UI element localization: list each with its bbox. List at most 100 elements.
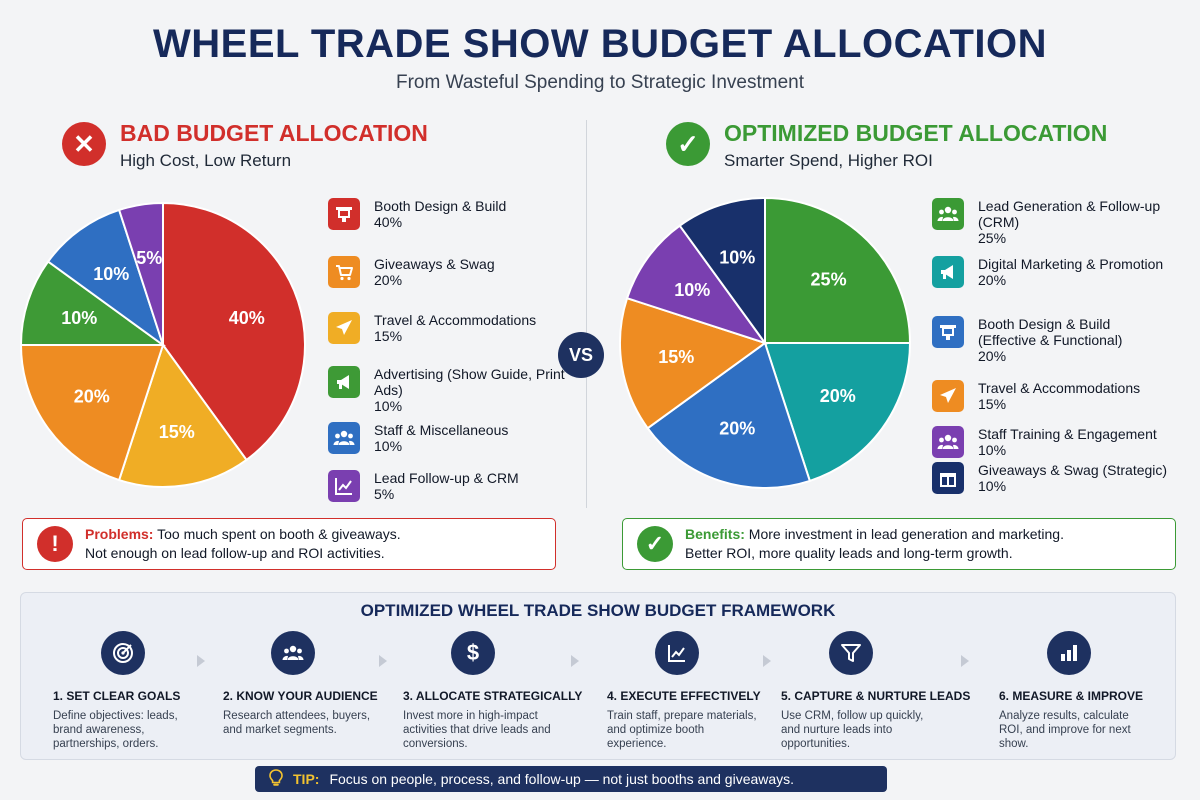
pie-label: 10% — [719, 248, 755, 268]
legend-label: Advertising (Show Guide, Print Ads) — [374, 366, 565, 398]
legend-label: Giveaways & Swag — [374, 256, 495, 272]
chart-icon — [328, 470, 360, 502]
cart-icon — [328, 256, 360, 288]
megaphone-icon — [328, 366, 360, 398]
step-arrow-icon — [197, 655, 205, 667]
step-description: Research attendees, buyers, and market s… — [223, 710, 371, 736]
legend-item: Booth Design & Build 40% — [328, 198, 568, 230]
optimized-allocation-pie: 25% 20% 20% 15% 10% 10% — [619, 196, 912, 489]
legend-item: Lead Follow-up & CRM 5% — [328, 470, 568, 502]
legend-item: Advertising (Show Guide, Print Ads) 10% — [328, 366, 568, 414]
pie-label: 40% — [229, 308, 265, 328]
framework-step: 1. SET CLEAR GOALS Define objectives: lea… — [53, 631, 218, 751]
step-arrow-icon — [763, 655, 771, 667]
chart-icon — [655, 631, 699, 675]
framework-step: 6. MEASURE & IMPROVE Analyze results, cal… — [999, 631, 1164, 751]
legend-text: Booth Design & Build 40% — [374, 198, 506, 230]
pie-slice-lead-follow-up-crm — [117, 201, 164, 346]
legend-label: Staff Training & Engagement — [978, 426, 1157, 442]
legend-value: 20% — [374, 272, 403, 288]
pie-slice-digital-marketing-promotion — [763, 342, 912, 483]
pie-label: 20% — [820, 386, 856, 406]
lightbulb-icon — [269, 768, 283, 790]
step-description: Analyze results, calculate ROI, and impr… — [999, 710, 1131, 750]
exclamation-icon: ! — [37, 526, 73, 562]
bar-chart-icon — [1047, 631, 1091, 675]
problems-text: Problems: Too much spent on booth & give… — [85, 525, 401, 563]
pie-label: 15% — [159, 422, 195, 442]
people-icon — [932, 426, 964, 458]
step-title: 1. SET CLEAR GOALS — [53, 689, 181, 703]
pie-label: 10% — [61, 308, 97, 328]
legend-label: Booth Design & Build (Effective & Functi… — [978, 316, 1123, 348]
legend-text: Staff & Miscellaneous 10% — [374, 422, 508, 454]
problems-note: ! Problems: Too much spent on booth & gi… — [22, 518, 556, 570]
pie-label: 5% — [136, 248, 162, 268]
benefits-text: Benefits: More investment in lead genera… — [685, 525, 1064, 563]
plane-icon — [328, 312, 360, 344]
legend-value: 10% — [374, 438, 403, 454]
tip-label: TIP: — [293, 771, 320, 787]
pie-slice-travel-accommodations — [117, 342, 248, 488]
legend-value: 15% — [374, 328, 403, 344]
pie-slice-booth-design-build-effective-functional — [646, 341, 812, 489]
step-title: 6. MEASURE & IMPROVE — [999, 689, 1144, 703]
pie-label: 20% — [74, 387, 110, 407]
legend-text: Advertising (Show Guide, Print Ads) 10% — [374, 366, 568, 414]
legend-item: Staff Training & Engagement 10% — [932, 426, 1172, 458]
legend-item: Booth Design & Build (Effective & Functi… — [932, 316, 1172, 364]
people-icon — [328, 422, 360, 454]
legend-value: 10% — [978, 478, 1007, 494]
legend-value: 10% — [374, 398, 403, 414]
legend-label: Lead Generation & Follow-up (CRM) — [978, 198, 1161, 230]
step-description: Define objectives: leads, brand awarenes… — [53, 710, 178, 750]
legend-text: Giveaways & Swag 20% — [374, 256, 495, 288]
people-icon — [271, 631, 315, 675]
pie-label: 10% — [93, 264, 129, 284]
benefits-label: Benefits: — [685, 526, 745, 542]
step-description: Train staff, prepare materials, and opti… — [607, 710, 757, 750]
legend-text: Travel & Accommodations 15% — [978, 380, 1140, 412]
pie-slice-giveaways-swag-strategic — [678, 196, 766, 347]
pie-label: 15% — [658, 347, 694, 367]
legend-label: Travel & Accommodations — [374, 312, 537, 328]
legend-label: Digital Marketing & Promotion — [978, 256, 1164, 272]
people-icon — [932, 198, 964, 230]
legend-label: Lead Follow-up & CRM — [374, 470, 519, 486]
legend-text: Lead Follow-up & CRM 5% — [374, 470, 519, 502]
pie-slice-advertising-show-guide-print-ads — [19, 260, 167, 346]
step-description: Invest more in high-impact activities th… — [403, 710, 551, 750]
bad-allocation-title: BAD BUDGET ALLOCATION — [120, 120, 428, 146]
gift-icon — [932, 462, 964, 494]
benefits-line-1: More investment in lead generation and m… — [748, 526, 1064, 542]
step-arrow-icon — [961, 655, 969, 667]
check-icon: ✓ — [666, 122, 710, 166]
optimized-allocation-subtitle: Smarter Spend, Higher ROI — [724, 151, 933, 170]
page-title: WHEEL TRADE SHOW BUDGET ALLOCATION — [153, 22, 1047, 66]
step-arrow-icon — [379, 655, 387, 667]
pie-label: 25% — [811, 269, 847, 289]
legend-text: Digital Marketing & Promotion 20% — [978, 256, 1163, 288]
legend-value: 5% — [374, 486, 395, 502]
bad-allocation-pie: 40% 15% 20% 10% 10% 5% — [19, 201, 306, 488]
dollar-icon: $ — [451, 631, 495, 675]
legend-text: Staff Training & Engagement 10% — [978, 426, 1157, 458]
bad-allocation-header: ✕ BAD BUDGET ALLOCATION High Cost, Low R… — [62, 120, 428, 171]
center-divider — [586, 120, 587, 508]
problems-label: Problems: — [85, 526, 154, 542]
legend-item: Giveaways & Swag (Strategic) 10% — [932, 462, 1172, 494]
svg-text:$: $ — [467, 641, 479, 665]
legend-item: Lead Generation & Follow-up (CRM) 25% — [932, 198, 1172, 246]
pie-slice-lead-generation-follow-up-crm — [764, 196, 912, 344]
legend-value: 15% — [978, 396, 1007, 412]
step-title: 2. KNOW YOUR AUDIENCE — [223, 689, 378, 703]
problems-line-2: Not enough on lead follow-up and ROI act… — [85, 545, 385, 561]
step-title: 4. EXECUTE EFFECTIVELY — [607, 689, 761, 703]
legend-item: Staff & Miscellaneous 10% — [328, 422, 568, 454]
benefits-note: ✓ Benefits: More investment in lead gene… — [622, 518, 1176, 570]
plane-icon — [932, 380, 964, 412]
benefits-line-2: Better ROI, more quality leads and long-… — [685, 545, 1013, 561]
pie-slice-giveaways-swag — [19, 344, 165, 482]
budget-framework: OPTIMIZED WHEEL TRADE SHOW BUDGET FRAMEW… — [20, 592, 1176, 760]
legend-value: 20% — [978, 348, 1007, 364]
